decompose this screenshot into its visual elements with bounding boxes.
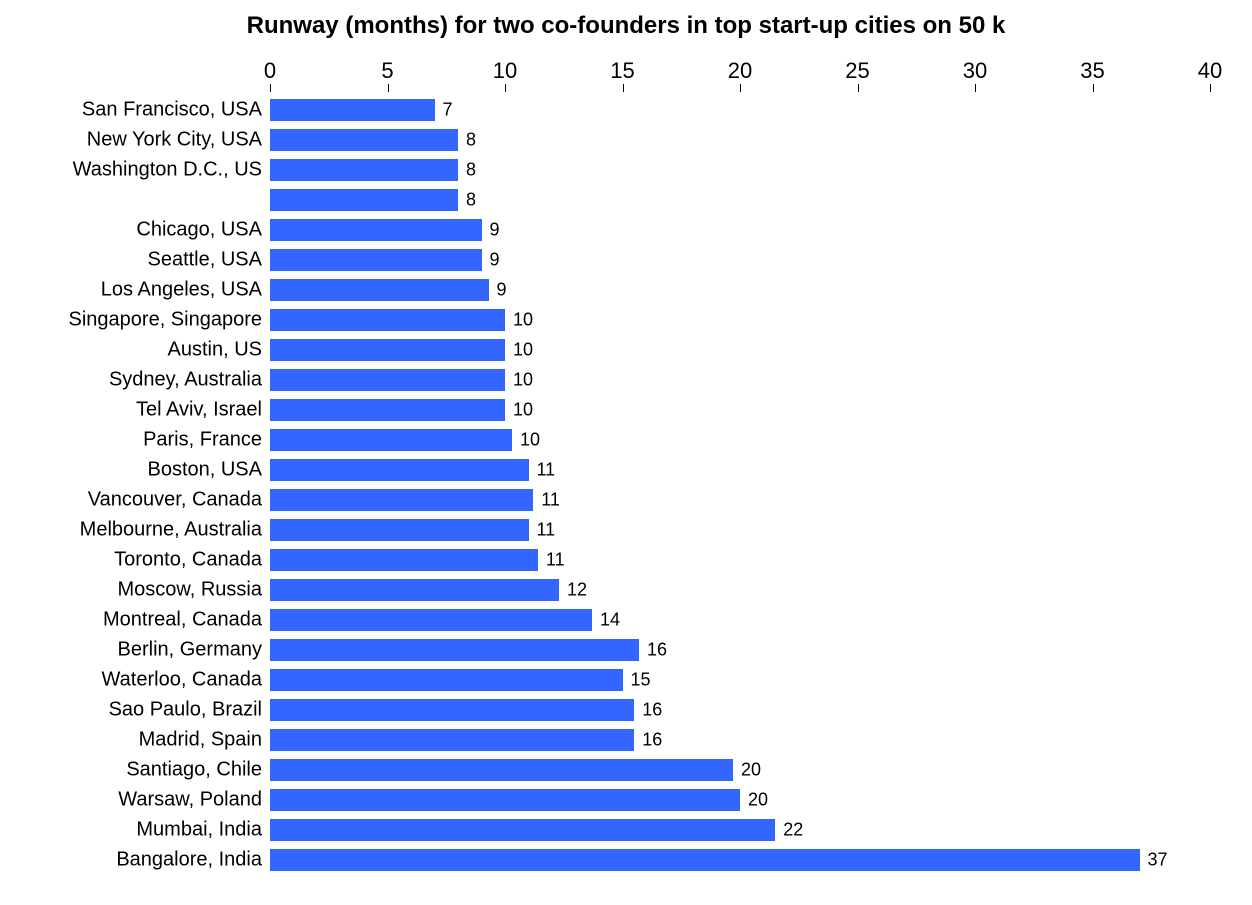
y-axis-label: Washington D.C., US bbox=[73, 159, 270, 182]
bar bbox=[270, 549, 538, 571]
y-axis-label: Vancouver, Canada bbox=[88, 489, 270, 512]
y-axis-label: Sydney, Australia bbox=[109, 369, 270, 392]
bar bbox=[270, 579, 559, 601]
bar-value-label: 11 bbox=[541, 490, 560, 511]
x-tick-mark bbox=[1093, 84, 1094, 92]
x-tick-mark bbox=[270, 84, 271, 92]
bar bbox=[270, 639, 639, 661]
x-tick-label: 25 bbox=[845, 58, 869, 84]
y-axis-label: Boston, USA bbox=[147, 459, 270, 482]
y-axis-label: Melbourne, Australia bbox=[80, 519, 270, 542]
y-axis-label: Warsaw, Poland bbox=[118, 789, 270, 812]
bar bbox=[270, 369, 505, 391]
x-tick-label: 5 bbox=[381, 58, 393, 84]
bar-value-label: 10 bbox=[513, 370, 533, 391]
chart-title: Runway (months) for two co-founders in t… bbox=[0, 12, 1252, 40]
y-axis-label: Montreal, Canada bbox=[103, 609, 270, 632]
bar-value-label: 16 bbox=[642, 730, 662, 751]
bar-value-label: 16 bbox=[647, 640, 667, 661]
y-axis-label: Tel Aviv, Israel bbox=[136, 399, 270, 422]
y-axis-label: Austin, US bbox=[168, 339, 270, 362]
bar-value-label: 37 bbox=[1148, 850, 1168, 871]
bar-value-label: 16 bbox=[642, 700, 662, 721]
bar bbox=[270, 609, 592, 631]
bar-value-label: 20 bbox=[741, 760, 761, 781]
bar bbox=[270, 129, 458, 151]
x-tick-label: 20 bbox=[728, 58, 752, 84]
bar bbox=[270, 729, 634, 751]
bar bbox=[270, 699, 634, 721]
bar-value-label: 14 bbox=[600, 610, 620, 631]
x-tick-mark bbox=[975, 84, 976, 92]
bar-value-label: 11 bbox=[546, 550, 565, 571]
y-axis-label: Sao Paulo, Brazil bbox=[109, 699, 270, 722]
bar-value-label: 8 bbox=[466, 160, 476, 181]
bar-value-label: 10 bbox=[513, 310, 533, 331]
y-axis-label: Waterloo, Canada bbox=[102, 669, 270, 692]
y-axis-label: Moscow, Russia bbox=[118, 579, 271, 602]
bar bbox=[270, 429, 512, 451]
bar-value-label: 10 bbox=[520, 430, 540, 451]
bar-value-label: 11 bbox=[537, 520, 556, 541]
x-tick-label: 10 bbox=[493, 58, 517, 84]
x-tick-mark bbox=[740, 84, 741, 92]
bar bbox=[270, 249, 482, 271]
bar bbox=[270, 789, 740, 811]
bar-value-label: 20 bbox=[748, 790, 768, 811]
x-tick-mark bbox=[858, 84, 859, 92]
y-axis-label: Santiago, Chile bbox=[126, 759, 270, 782]
bar bbox=[270, 339, 505, 361]
runway-bar-chart: Runway (months) for two co-founders in t… bbox=[0, 0, 1252, 905]
bar bbox=[270, 99, 435, 121]
bar bbox=[270, 819, 775, 841]
bar-value-label: 11 bbox=[537, 460, 556, 481]
bar bbox=[270, 459, 529, 481]
y-axis-label: New York City, USA bbox=[87, 129, 270, 152]
x-tick-label: 30 bbox=[963, 58, 987, 84]
bar-value-label: 10 bbox=[513, 340, 533, 361]
y-axis-label: Paris, France bbox=[143, 429, 270, 452]
bar bbox=[270, 669, 623, 691]
y-axis-label: Madrid, Spain bbox=[139, 729, 270, 752]
bar-value-label: 15 bbox=[631, 670, 651, 691]
y-axis-label: Berlin, Germany bbox=[118, 639, 271, 662]
y-axis-label: Los Angeles, USA bbox=[101, 279, 270, 302]
x-tick-mark bbox=[1210, 84, 1211, 92]
y-axis-label: Toronto, Canada bbox=[114, 549, 270, 572]
x-tick-mark bbox=[623, 84, 624, 92]
y-axis-label: Seattle, USA bbox=[147, 249, 270, 272]
x-tick-label: 15 bbox=[610, 58, 634, 84]
bar bbox=[270, 159, 458, 181]
x-tick-label: 40 bbox=[1198, 58, 1222, 84]
bar-value-label: 7 bbox=[443, 100, 453, 121]
bar bbox=[270, 189, 458, 211]
bar-value-label: 12 bbox=[567, 580, 587, 601]
y-axis-label: Bangalore, India bbox=[116, 849, 270, 872]
bar-value-label: 22 bbox=[783, 820, 803, 841]
bar-value-label: 9 bbox=[497, 280, 507, 301]
bar-value-label: 10 bbox=[513, 400, 533, 421]
bar bbox=[270, 399, 505, 421]
y-axis-label: Chicago, USA bbox=[136, 219, 270, 242]
x-tick-mark bbox=[505, 84, 506, 92]
bar bbox=[270, 219, 482, 241]
bar-value-label: 9 bbox=[490, 220, 500, 241]
y-axis-label: Mumbai, India bbox=[136, 819, 270, 842]
bar bbox=[270, 279, 489, 301]
x-tick-label: 35 bbox=[1080, 58, 1104, 84]
bar bbox=[270, 849, 1140, 871]
bar-value-label: 9 bbox=[490, 250, 500, 271]
bar bbox=[270, 519, 529, 541]
y-axis-label: Singapore, Singapore bbox=[69, 309, 270, 332]
x-tick-label: 0 bbox=[264, 58, 276, 84]
bar bbox=[270, 309, 505, 331]
bar bbox=[270, 759, 733, 781]
bar-value-label: 8 bbox=[466, 190, 476, 211]
y-axis-label: San Francisco, USA bbox=[82, 99, 270, 122]
x-tick-mark bbox=[388, 84, 389, 92]
bar bbox=[270, 489, 533, 511]
bar-value-label: 8 bbox=[466, 130, 476, 151]
plot-area: 0510152025303540San Francisco, USA7New Y… bbox=[270, 92, 1210, 882]
